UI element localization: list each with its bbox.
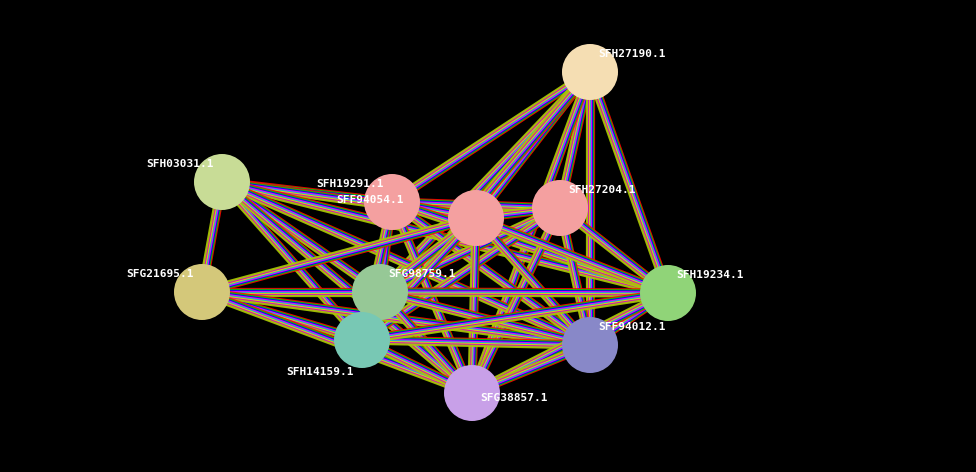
Circle shape bbox=[352, 264, 408, 320]
Circle shape bbox=[562, 44, 618, 100]
Text: SFF94012.1: SFF94012.1 bbox=[598, 322, 666, 332]
Circle shape bbox=[444, 365, 500, 421]
Text: SFH14159.1: SFH14159.1 bbox=[287, 367, 354, 377]
Circle shape bbox=[174, 264, 230, 320]
Circle shape bbox=[640, 265, 696, 321]
Text: SFH27190.1: SFH27190.1 bbox=[598, 49, 666, 59]
Circle shape bbox=[532, 180, 588, 236]
Text: SFH19234.1: SFH19234.1 bbox=[676, 270, 744, 280]
Text: SFH27204.1: SFH27204.1 bbox=[568, 185, 635, 195]
Circle shape bbox=[448, 190, 504, 246]
Circle shape bbox=[562, 317, 618, 373]
Text: SFH03031.1: SFH03031.1 bbox=[146, 159, 214, 169]
Text: SFH19291.1: SFH19291.1 bbox=[316, 179, 384, 189]
Circle shape bbox=[334, 312, 390, 368]
Text: SFG38857.1: SFG38857.1 bbox=[480, 393, 548, 403]
Text: SFG21695.1: SFG21695.1 bbox=[127, 269, 194, 279]
Circle shape bbox=[364, 174, 420, 230]
Text: SFG98759.1: SFG98759.1 bbox=[388, 269, 456, 279]
Text: SFF94054.1: SFF94054.1 bbox=[337, 195, 404, 205]
Circle shape bbox=[194, 154, 250, 210]
